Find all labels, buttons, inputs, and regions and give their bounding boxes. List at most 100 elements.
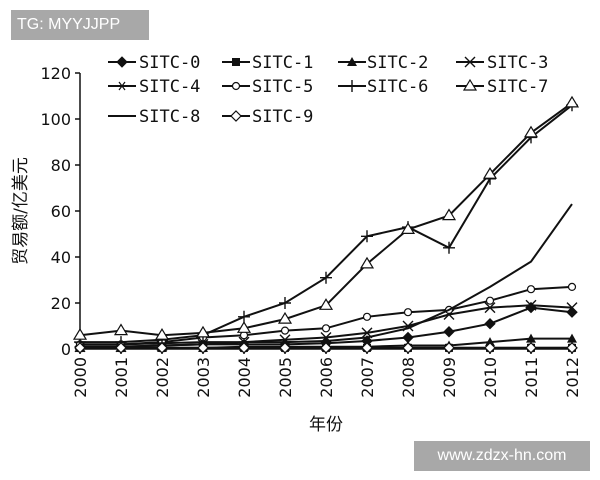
data-point <box>279 342 291 354</box>
y-tick-label: 20 <box>51 294 71 313</box>
x-tick-label: 2012 <box>563 357 582 398</box>
legend-marker <box>232 58 240 66</box>
data-point <box>362 312 372 321</box>
data-point <box>318 298 334 310</box>
series-sitc-7 <box>72 95 580 340</box>
data-point <box>195 325 211 338</box>
data-point <box>402 342 414 354</box>
data-point <box>525 299 537 311</box>
x-tick-label: 2001 <box>112 357 131 398</box>
legend-label: SITC-4 <box>139 77 200 97</box>
data-point <box>484 342 496 354</box>
legend-item: SITC-2 <box>338 53 428 73</box>
x-tick-label: 2006 <box>317 357 336 398</box>
watermark-bottom-right: www.zdzx-hn.com <box>414 441 590 471</box>
data-point <box>279 297 291 309</box>
data-point <box>320 271 332 284</box>
legend-marker <box>464 56 476 68</box>
legend-label: SITC-0 <box>139 53 200 73</box>
data-point <box>279 334 291 346</box>
legend-label: SITC-3 <box>487 53 548 73</box>
data-point <box>566 306 578 318</box>
data-point <box>113 323 129 336</box>
watermark-top-left: TG: MYYJJPP <box>11 10 149 40</box>
data-point <box>156 342 168 354</box>
data-point <box>566 302 578 314</box>
x-tick-label: 2000 <box>71 357 90 398</box>
legend-label: SITC-6 <box>367 77 428 97</box>
data-point <box>526 285 536 294</box>
x-tick-label: 2005 <box>276 357 295 398</box>
series-sitc-9 <box>74 342 578 354</box>
data-point <box>525 342 537 354</box>
legend-marker <box>231 81 241 91</box>
x-tick-label: 2009 <box>440 357 459 398</box>
data-point <box>403 308 413 317</box>
x-tick-label: 2004 <box>235 357 254 398</box>
data-point <box>115 342 127 354</box>
y-tick-label: 40 <box>51 248 71 267</box>
legend-label: SITC-8 <box>139 107 200 127</box>
y-tick-label: 80 <box>51 156 71 175</box>
y-tick-label: 120 <box>40 64 71 83</box>
data-point <box>320 342 332 354</box>
legend-item: SITC-1 <box>222 53 313 73</box>
x-tick-label: 2007 <box>358 357 377 398</box>
legend: SITC-0 SITC-1 SITC-2 SITC-3 SITC-4 SITC-5 SITC… <box>108 53 548 127</box>
legend-marker <box>116 56 128 68</box>
data-point <box>74 342 86 354</box>
legend-label: SITC-2 <box>367 53 428 73</box>
legend-item: SITC-7 <box>456 77 548 97</box>
data-point <box>526 333 536 343</box>
x-tick-label: 2002 <box>153 357 172 398</box>
data-point <box>566 342 578 354</box>
x-tick-label: 2003 <box>194 357 213 398</box>
data-point <box>359 256 375 269</box>
legend-item: SITC-0 <box>108 53 200 73</box>
data-point <box>482 167 498 179</box>
legend-label: SITC-5 <box>252 77 313 97</box>
series-line <box>80 285 573 346</box>
legend-item: SITC-4 <box>108 77 200 97</box>
data-point <box>197 342 209 354</box>
legend-item: SITC-3 <box>456 53 548 73</box>
data-point <box>236 321 252 333</box>
y-tick-label: 0 <box>61 340 71 359</box>
data-point <box>484 317 496 330</box>
series-sitc-6 <box>74 99 578 349</box>
legend-marker <box>117 81 127 91</box>
legend-item: SITC-5 <box>222 77 313 97</box>
data-point <box>361 342 373 354</box>
data-point <box>400 222 416 234</box>
data-point <box>441 208 457 221</box>
y-tick-label: 100 <box>40 110 71 129</box>
data-point <box>443 241 455 254</box>
legend-marker <box>346 80 358 92</box>
legend-label: SITC-7 <box>487 77 548 97</box>
data-point <box>277 311 293 324</box>
data-point <box>154 328 170 340</box>
data-point <box>525 301 537 314</box>
data-point <box>280 326 290 335</box>
legend-label: SITC-9 <box>252 107 313 127</box>
data-point <box>238 342 250 354</box>
data-point <box>72 328 88 340</box>
data-point <box>564 95 580 108</box>
data-point <box>443 342 455 354</box>
data-point <box>523 125 539 138</box>
data-point <box>485 296 495 305</box>
x-tick-label: 2011 <box>522 357 541 398</box>
data-point <box>361 230 373 243</box>
data-point <box>567 333 577 343</box>
data-point <box>238 310 250 323</box>
x-axis-title: 年份 <box>309 415 343 435</box>
x-tick-label: 2010 <box>481 357 500 398</box>
x-tick-label: 2008 <box>399 357 418 398</box>
y-axis-title: 贸易额/亿美元 <box>11 157 31 265</box>
legend-marker <box>462 78 478 91</box>
legend-item: SITC-6 <box>338 77 428 97</box>
data-point <box>484 302 496 314</box>
legend-marker <box>230 110 242 122</box>
data-point <box>321 324 331 333</box>
